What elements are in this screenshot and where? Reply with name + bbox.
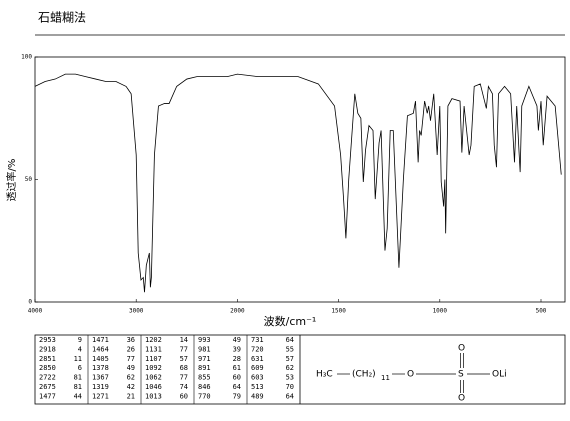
- peak-wavenumber: 1131: [145, 345, 162, 353]
- peak-transmittance: 39: [233, 345, 241, 353]
- peak-wavenumber: 846: [198, 383, 211, 391]
- peak-wavenumber: 1046: [145, 383, 162, 391]
- peak-transmittance: 44: [74, 392, 82, 400]
- peak-wavenumber: 2850: [39, 364, 56, 372]
- peak-wavenumber: 1107: [145, 355, 162, 363]
- peak-transmittance: 4: [78, 345, 82, 353]
- peak-transmittance: 60: [180, 392, 188, 400]
- peak-wavenumber: 609: [251, 364, 264, 372]
- peak-wavenumber: 1367: [92, 374, 109, 382]
- peak-transmittance: 28: [233, 355, 241, 363]
- peak-wavenumber: 603: [251, 374, 264, 382]
- x-tick-label: 3000: [129, 308, 144, 315]
- peak-wavenumber: 1477: [39, 392, 56, 400]
- peak-wavenumber: 1202: [145, 336, 162, 344]
- y-tick-label: 0: [28, 299, 32, 306]
- peak-transmittance: 21: [127, 392, 135, 400]
- peak-wavenumber: 1062: [145, 374, 162, 382]
- peak-wavenumber: 971: [198, 355, 211, 363]
- peak-transmittance: 9: [78, 336, 82, 344]
- peak-transmittance: 64: [286, 392, 294, 400]
- x-tick-label: 500: [536, 308, 547, 315]
- peak-transmittance: 77: [127, 355, 135, 363]
- y-axis-label: 透过率/%: [5, 159, 18, 202]
- peak-transmittance: 36: [127, 336, 135, 344]
- structure: H₃C (CH₂) 11 O S OLi O O: [316, 344, 507, 404]
- peak-transmittance: 11: [74, 355, 82, 363]
- structure-text: O: [458, 394, 465, 404]
- peak-transmittance: 26: [127, 345, 135, 353]
- peak-wavenumber: 631: [251, 355, 264, 363]
- peak-wavenumber: 2675: [39, 383, 56, 391]
- peak-transmittance: 55: [286, 345, 294, 353]
- structure-text: 11: [381, 374, 390, 382]
- peak-transmittance: 68: [180, 364, 188, 372]
- chart-title: 石蜡糊法: [38, 10, 86, 25]
- peak-transmittance: 6: [78, 364, 82, 372]
- peak-transmittance: 49: [233, 336, 241, 344]
- plot-frame: [34, 56, 566, 303]
- peak-transmittance: 49: [127, 364, 135, 372]
- peak-wavenumber: 855: [198, 374, 211, 382]
- peak-wavenumber: 513: [251, 383, 264, 391]
- peak-transmittance: 77: [180, 345, 188, 353]
- peak-transmittance: 61: [233, 364, 241, 372]
- x-tick-label: 1500: [331, 308, 346, 315]
- peak-transmittance: 57: [286, 355, 294, 363]
- structure-text: H₃C: [316, 370, 333, 380]
- peak-transmittance: 42: [127, 383, 135, 391]
- peak-transmittance: 74: [180, 383, 188, 391]
- peak-wavenumber: 1092: [145, 364, 162, 372]
- peak-wavenumber: 1471: [92, 336, 109, 344]
- peak-transmittance: 64: [286, 336, 294, 344]
- peak-wavenumber: 2918: [39, 345, 56, 353]
- structure-text: O: [407, 370, 414, 380]
- peak-transmittance: 62: [127, 374, 135, 382]
- structure-text: OLi: [492, 370, 507, 380]
- peak-wavenumber: 891: [198, 364, 211, 372]
- peak-wavenumber: 1405: [92, 355, 109, 363]
- peak-wavenumber: 720: [251, 345, 264, 353]
- peak-wavenumber: 770: [198, 392, 211, 400]
- x-axis-label: 波数/cm⁻¹: [264, 315, 317, 328]
- x-tick-label: 1000: [433, 308, 448, 315]
- peak-wavenumber: 489: [251, 392, 264, 400]
- structure-text: O: [458, 344, 465, 354]
- peak-transmittance: 64: [233, 383, 241, 391]
- peak-transmittance: 77: [180, 374, 188, 382]
- structure-text: (CH₂): [352, 370, 376, 380]
- peak-transmittance: 57: [180, 355, 188, 363]
- peak-wavenumber: 731: [251, 336, 264, 344]
- peak-wavenumber: 2722: [39, 374, 56, 382]
- peak-transmittance: 62: [286, 364, 294, 372]
- spectrum-line: [34, 73, 562, 293]
- peak-transmittance: 81: [74, 383, 82, 391]
- x-tick-label: 2000: [230, 308, 245, 315]
- peak-wavenumber: 1271: [92, 392, 109, 400]
- peak-transmittance: 70: [286, 383, 294, 391]
- peak-wavenumber: 1319: [92, 383, 109, 391]
- peak-wavenumber: 1378: [92, 364, 109, 372]
- y-tick-label: 50: [25, 176, 33, 183]
- peak-wavenumber: 1013: [145, 392, 162, 400]
- peak-transmittance: 53: [286, 374, 294, 382]
- peak-wavenumber: 2953: [39, 336, 56, 344]
- peak-wavenumber: 2851: [39, 355, 56, 363]
- peak-transmittance: 60: [233, 374, 241, 382]
- y-tick-label: 100: [21, 54, 32, 61]
- peak-transmittance: 14: [180, 336, 188, 344]
- peak-transmittance: 79: [233, 392, 241, 400]
- x-tick-label: 4000: [28, 308, 43, 315]
- peak-wavenumber: 1464: [92, 345, 109, 353]
- peak-wavenumber: 981: [198, 345, 211, 353]
- peak-wavenumber: 993: [198, 336, 211, 344]
- peak-transmittance: 81: [74, 374, 82, 382]
- structure-text: S: [458, 370, 464, 380]
